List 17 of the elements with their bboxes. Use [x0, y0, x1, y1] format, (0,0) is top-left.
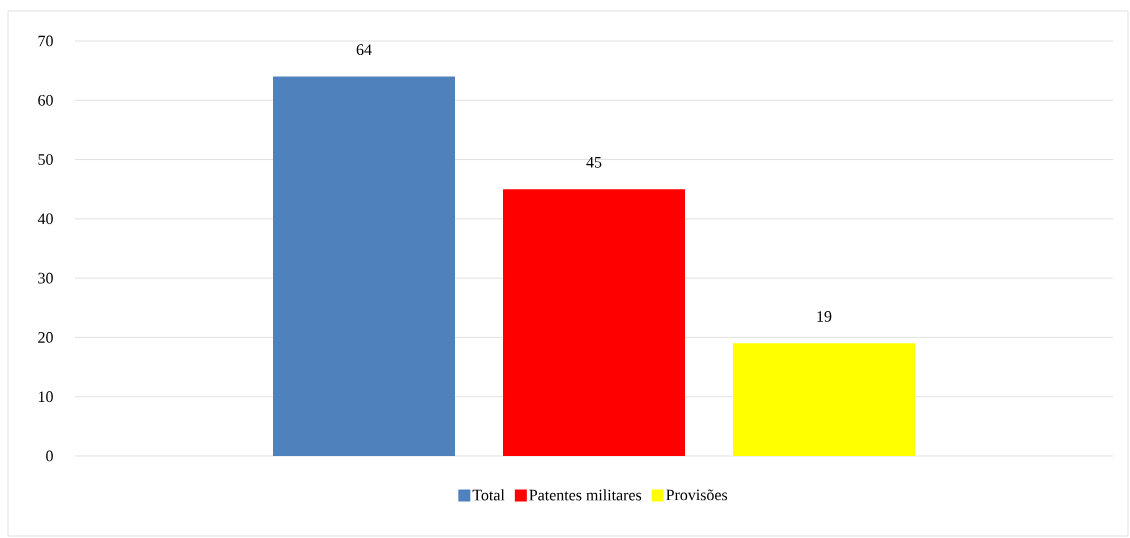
- y-tick-label: 50: [38, 154, 53, 165]
- data-label: 19: [817, 311, 832, 322]
- bar: [503, 189, 685, 456]
- y-tick-label: 0: [46, 450, 53, 462]
- legend-label: Patentes militares: [529, 489, 642, 501]
- y-tick-label: 30: [38, 272, 53, 284]
- y-tick-label: 60: [38, 94, 53, 106]
- data-label: 64: [356, 44, 372, 56]
- y-tick-label: 10: [38, 391, 53, 403]
- legend-label: Total: [472, 489, 505, 501]
- y-tick-label: 40: [37, 213, 53, 225]
- y-tick-label: 20: [38, 332, 53, 343]
- bar: [733, 343, 915, 456]
- legend-label: Provisões: [666, 489, 728, 501]
- bar: [273, 76, 455, 456]
- data-label: 45: [586, 157, 602, 168]
- y-tick-label: 70: [38, 35, 53, 47]
